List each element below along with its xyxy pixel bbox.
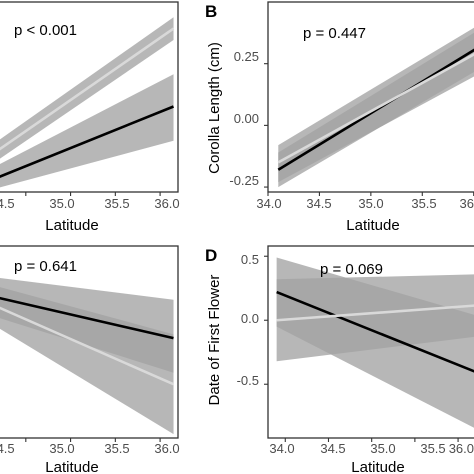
panel-d-letter: D — [205, 246, 217, 265]
panel-d-xtick-4: 35.5 — [420, 441, 445, 456]
panel-b-ytick-1: 0.25 — [234, 49, 259, 64]
panel-d-ytick-3: -0.5 — [237, 373, 259, 388]
panel-b: B p = 0.447 0.25 0.00 -0.25 34.0 34.5 35… — [205, 1, 474, 234]
panel-d-ylabel: Date of First Flower — [206, 275, 223, 406]
panel-b-fit-line-2 — [277, 52, 474, 164]
panel-c-xtick-2: 35.0 — [49, 441, 74, 456]
panel-c-fit-line-1 — [0, 296, 174, 340]
panel-d-xlabel: Latitude — [351, 459, 404, 474]
panel-d-xtick-2: 34.5 — [320, 441, 345, 456]
panel-b-ytick-3: -0.25 — [229, 173, 259, 188]
panel-a-fit-line-1 — [0, 27, 175, 151]
panel-c: p = 0.641 34.5 35.0 35.5 36.0 Latitude — [0, 245, 180, 474]
panel-a-xtick-3: 35.5 — [104, 196, 129, 211]
panel-c-xlabel: Latitude — [45, 459, 98, 474]
panel-c-xtick-3: 35.5 — [104, 441, 129, 456]
panel-a: p < 0.001 34.5 35.0 35.5 36.0 Latitude — [0, 1, 180, 234]
panel-b-xlabel: Latitude — [346, 217, 399, 234]
panel-b-ci-band-2 — [278, 27, 474, 183]
panel-a-xtick-2: 35.0 — [49, 196, 74, 211]
panel-a-frame — [0, 1, 179, 193]
panel-c-xtick-4: 36.0 — [154, 441, 179, 456]
panel-d-xtick-5: 36.0 — [449, 441, 474, 456]
panel-d-fit-line-1 — [276, 290, 474, 373]
panel-d: D p = 0.069 0.5 0.0 -0.5 34.0 34.5 35.0 … — [205, 245, 474, 474]
panel-b-ylabel: Corolla Length (cm) — [206, 42, 223, 174]
panel-d-ci-band-2 — [276, 274, 474, 362]
panel-d-xtick-1: 34.0 — [269, 441, 294, 456]
panel-d-xtick-3: 35.0 — [370, 441, 395, 456]
panel-d-plot — [264, 255, 474, 442]
panel-a-xtick-4: 36.0 — [154, 196, 179, 211]
panel-c-plot — [0, 277, 175, 442]
panel-d-fit-line-2 — [276, 304, 474, 322]
panel-b-letter: B — [205, 2, 217, 21]
panel-c-frame — [0, 245, 179, 439]
panel-b-ytick-2: 0.00 — [234, 111, 259, 126]
panel-b-xtick-2: 34.5 — [306, 196, 331, 211]
panel-d-ytick-2: 0.0 — [241, 311, 259, 326]
panel-d-pvalue: p = 0.069 — [320, 261, 383, 278]
panel-d-ytick-1: 0.5 — [241, 252, 259, 267]
panel-c-xtick-1: 34.5 — [0, 441, 15, 456]
panel-a-xtick-1: 34.5 — [0, 196, 15, 211]
panel-b-xtick-4: 35.5 — [411, 196, 436, 211]
panel-a-pvalue: p < 0.001 — [14, 22, 77, 39]
panel-c-pvalue: p = 0.641 — [14, 258, 77, 275]
panel-b-pvalue: p = 0.447 — [303, 25, 366, 42]
panel-b-xtick-3: 35.0 — [358, 196, 383, 211]
panel-c-ci-band-2 — [0, 287, 174, 435]
panel-b-xtick-1: 34.0 — [256, 196, 281, 211]
panel-d-frame — [267, 245, 474, 439]
panel-a-xlabel: Latitude — [45, 217, 98, 234]
panel-a-fit-line-2 — [0, 105, 175, 178]
panel-b-plot — [264, 27, 474, 196]
panel-a-plot — [0, 17, 175, 196]
panel-b-frame — [267, 1, 474, 193]
panel-b-xtick-5: 36 — [460, 196, 474, 211]
panel-c-fit-line-2 — [0, 306, 175, 386]
